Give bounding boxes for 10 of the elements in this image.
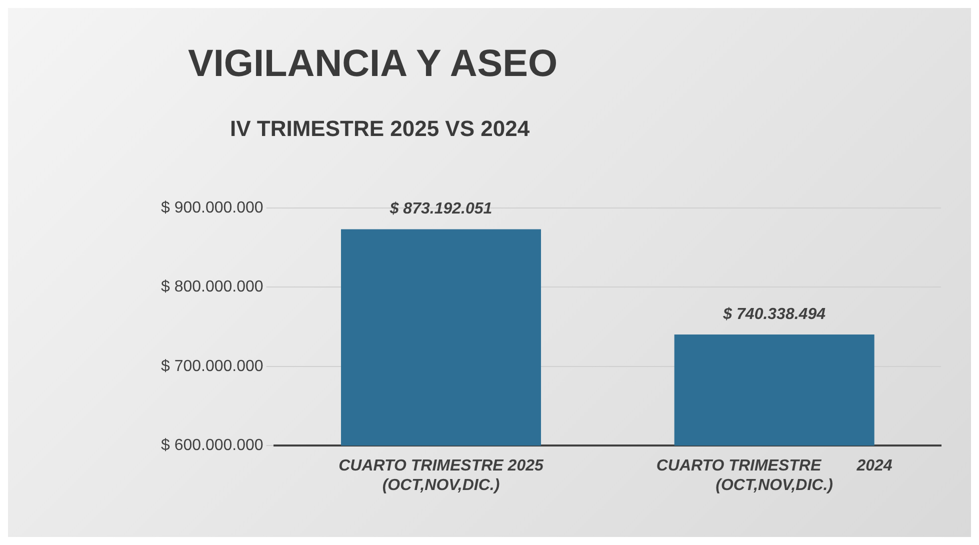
y-tick-label: $ 800.000.000 [160, 278, 264, 296]
data-label: $ 740.338.494 [722, 306, 826, 323]
chart-subtitle: IV TRIMESTRE 2025 VS 2024 [230, 116, 530, 142]
y-tick-label: $ 700.000.000 [160, 358, 264, 375]
y-tick-label: $ 900.000.000 [160, 199, 264, 216]
y-tick-label: $ 600.000.000 [160, 437, 264, 454]
x-tick-label: CUARTO TRIMESTRE 2025 (OCT,NOV,DIC.) [338, 458, 544, 494]
chart-title: VIGILANCIA Y ASEO [188, 43, 558, 86]
x-tick-label: CUARTO TRIMESTRE 2024 (OCT,NOV,DIC.) [656, 458, 892, 494]
data-label: $ 873.192.051 [388, 200, 492, 218]
